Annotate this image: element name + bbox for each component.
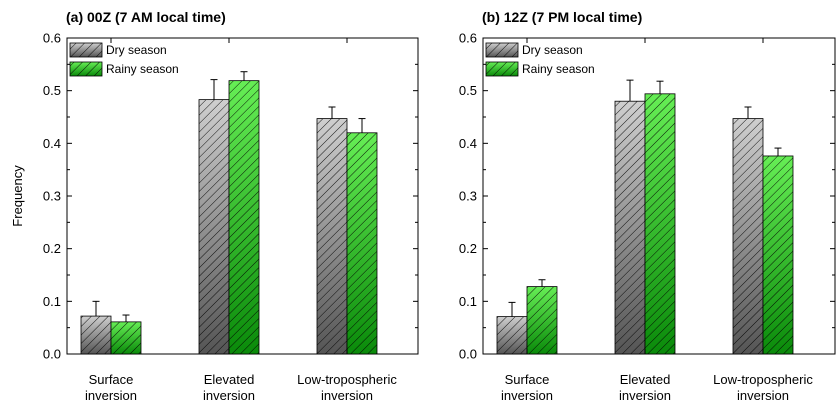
y-tick-label: 0.1 — [43, 294, 61, 309]
x-category-label: Surface inversion — [501, 372, 553, 403]
y-tick-label: 0.2 — [43, 241, 61, 256]
x-category-label-line: Low-tropospheric — [297, 372, 397, 387]
y-tick-label: 0.0 — [459, 347, 477, 362]
y-tick-label: 0.6 — [43, 31, 61, 46]
legend-label: Dry season — [106, 43, 167, 57]
y-tick-label: 0.4 — [43, 136, 61, 151]
bar-hatch — [645, 93, 675, 355]
x-category-label-line: inversion — [85, 388, 137, 403]
bar-hatch — [527, 286, 557, 354]
legend-label: Rainy season — [522, 62, 595, 76]
bar-hatch — [347, 132, 377, 354]
x-category-label-line: inversion — [321, 388, 373, 403]
bar-hatch — [81, 316, 111, 354]
bar-hatch — [763, 155, 793, 354]
legend-swatch-hatch — [70, 43, 102, 57]
chart-panel-a: (a) 00Z (7 AM local time) Frequency 0.0 0.1… — [10, 9, 419, 403]
chart-title: (a) 00Z (7 AM local time) — [66, 9, 226, 25]
y-tick-label: 0.5 — [43, 83, 61, 98]
y-axis-label: Frequency — [10, 165, 25, 227]
bar-hatch — [111, 321, 141, 354]
legend-swatch-hatch — [486, 62, 518, 76]
y-tick-label: 0.1 — [459, 294, 477, 309]
x-category-label-line: inversion — [619, 388, 671, 403]
x-category-label-line: Low-tropospheric — [713, 372, 813, 387]
x-category-label-line: inversion — [737, 388, 789, 403]
bar-hatch — [199, 99, 229, 355]
bar-hatch — [733, 118, 763, 354]
legend-label: Dry season — [522, 43, 583, 57]
bar-hatch — [615, 101, 645, 354]
x-category-label-line: Surface — [505, 372, 550, 387]
bar-hatch — [317, 118, 347, 354]
x-category-label-line: inversion — [203, 388, 255, 403]
x-category-label-line: inversion — [501, 388, 553, 403]
y-tick-label: 0.6 — [459, 31, 477, 46]
y-tick-label: 0.3 — [459, 189, 477, 204]
x-category-label-line: Elevated — [204, 372, 255, 387]
y-tick-label: 0.4 — [459, 136, 477, 151]
legend-swatch-hatch — [70, 62, 102, 76]
x-category-label: Low-tropospheric inversion — [713, 372, 813, 403]
y-tick-label: 0.0 — [43, 347, 61, 362]
y-tick-label: 0.3 — [43, 189, 61, 204]
chart-panel-b: (b) 12Z (7 PM local time) 0.0 0.1 0.2 0.3 0.4… — [459, 9, 836, 403]
bar-hatch — [497, 316, 527, 354]
x-category-label: Low-tropospheric inversion — [297, 372, 397, 403]
x-category-label: Surface inversion — [85, 372, 137, 403]
y-tick-label: 0.5 — [459, 83, 477, 98]
x-category-label: Elevated inversion — [619, 372, 671, 403]
chart-title: (b) 12Z (7 PM local time) — [482, 9, 642, 25]
x-category-label-line: Surface — [89, 372, 134, 387]
bar-hatch — [229, 80, 259, 354]
legend-swatch-hatch — [486, 43, 518, 57]
x-category-label-line: Elevated — [620, 372, 671, 387]
x-category-label: Elevated inversion — [203, 372, 255, 403]
y-tick-label: 0.2 — [459, 241, 477, 256]
legend-label: Rainy season — [106, 62, 179, 76]
